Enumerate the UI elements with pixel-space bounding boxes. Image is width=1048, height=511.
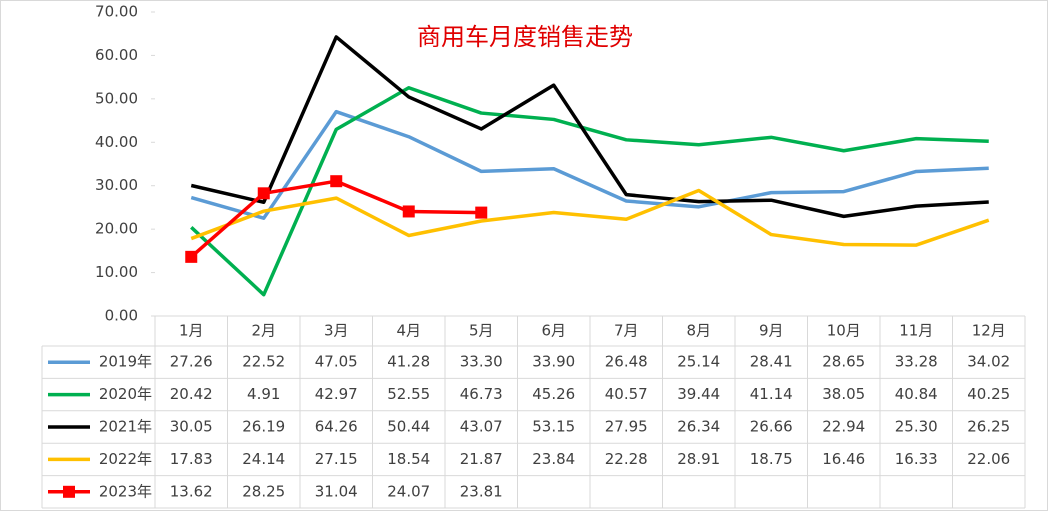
legend-label: 2020年 [99, 385, 152, 403]
y-tick-label: 20.00 [95, 220, 138, 238]
table-value: 26.34 [677, 418, 720, 436]
x-tick-label: 7月 [614, 322, 639, 340]
table-value: 41.28 [387, 353, 430, 371]
table-value: 27.95 [605, 418, 648, 436]
legend-label: 2019年 [99, 353, 152, 371]
table-value: 22.28 [605, 450, 648, 468]
legend-marker [63, 485, 75, 498]
table-value: 18.54 [387, 450, 430, 468]
table-value: 18.75 [750, 450, 793, 468]
table-value: 13.62 [170, 482, 213, 500]
table-value: 28.65 [822, 353, 865, 371]
x-tick-label: 5月 [469, 322, 494, 340]
table-value: 20.42 [170, 385, 213, 403]
series-line [190, 188, 990, 247]
y-tick-label: 60.00 [95, 46, 138, 64]
marker [402, 205, 415, 218]
table-value: 45.26 [532, 385, 575, 403]
table-value: 41.14 [750, 385, 793, 403]
legend-label: 2021年 [99, 418, 152, 436]
y-tick-label: 40.00 [95, 133, 138, 151]
table-value: 42.97 [315, 385, 358, 403]
table-value: 24.07 [387, 482, 430, 500]
legend-label: 2022年 [99, 450, 152, 468]
table-value: 25.30 [895, 418, 938, 436]
table-value: 40.57 [605, 385, 648, 403]
table-value: 33.28 [895, 353, 938, 371]
table-value: 52.55 [387, 385, 430, 403]
table-value: 21.87 [460, 450, 503, 468]
y-tick-label: 0.00 [105, 307, 138, 325]
table-value: 23.84 [532, 450, 575, 468]
table-value: 38.05 [822, 385, 865, 403]
series-line [190, 35, 989, 219]
table-value: 23.81 [460, 482, 503, 500]
table-value: 16.33 [895, 450, 938, 468]
marker [257, 187, 270, 200]
table-value: 26.19 [242, 418, 285, 436]
table-value: 43.07 [460, 418, 503, 436]
table-value: 28.25 [242, 482, 285, 500]
table-value: 24.14 [242, 450, 285, 468]
x-tick-label: 10月 [827, 322, 861, 340]
x-tick-label: 6月 [541, 322, 566, 340]
table-value: 28.91 [677, 450, 720, 468]
table-value: 22.06 [967, 450, 1010, 468]
x-tick-label: 3月 [324, 322, 349, 340]
table-value: 28.41 [750, 353, 793, 371]
x-tick-label: 9月 [759, 322, 784, 340]
table-value: 27.15 [315, 450, 358, 468]
table-value: 33.30 [460, 353, 503, 371]
x-tick-label: 4月 [396, 322, 421, 340]
series-line [190, 86, 989, 297]
table-value: 40.25 [967, 385, 1010, 403]
x-tick-label: 2月 [251, 322, 276, 340]
table-value: 39.44 [677, 385, 720, 403]
table-value: 26.48 [605, 353, 648, 371]
table-value: 31.04 [315, 482, 358, 500]
y-tick-label: 10.00 [95, 263, 138, 281]
x-tick-label: 11月 [899, 322, 933, 340]
table-value: 34.02 [967, 353, 1010, 371]
table-value: 64.26 [315, 418, 358, 436]
table-value: 26.66 [750, 418, 793, 436]
table-value: 46.73 [460, 385, 503, 403]
marker [185, 250, 198, 263]
table-value: 30.05 [170, 418, 213, 436]
table-value: 17.83 [170, 450, 213, 468]
y-tick-label: 70.00 [95, 3, 138, 21]
table-value: 47.05 [315, 353, 358, 371]
marker [330, 175, 343, 188]
table-value: 22.94 [822, 418, 865, 436]
series-line [190, 109, 989, 220]
table-value: 50.44 [387, 418, 430, 436]
x-tick-label: 1月 [179, 322, 204, 340]
table-value: 16.46 [822, 450, 865, 468]
legend-label: 2023年 [99, 482, 152, 500]
x-tick-label: 8月 [686, 322, 711, 340]
table-value: 40.84 [895, 385, 938, 403]
y-tick-label: 30.00 [95, 176, 138, 194]
y-tick-label: 50.00 [95, 89, 138, 107]
x-tick-label: 12月 [972, 322, 1006, 340]
table-value: 33.90 [532, 353, 575, 371]
table-value: 25.14 [677, 353, 720, 371]
table-value: 53.15 [532, 418, 575, 436]
chart-title: 商用车月度销售走势 [417, 23, 633, 51]
table-value: 22.52 [242, 353, 285, 371]
marker [475, 206, 488, 219]
table-value: 26.25 [967, 418, 1010, 436]
table-value: 27.26 [170, 353, 213, 371]
table-value: 4.91 [247, 385, 280, 403]
